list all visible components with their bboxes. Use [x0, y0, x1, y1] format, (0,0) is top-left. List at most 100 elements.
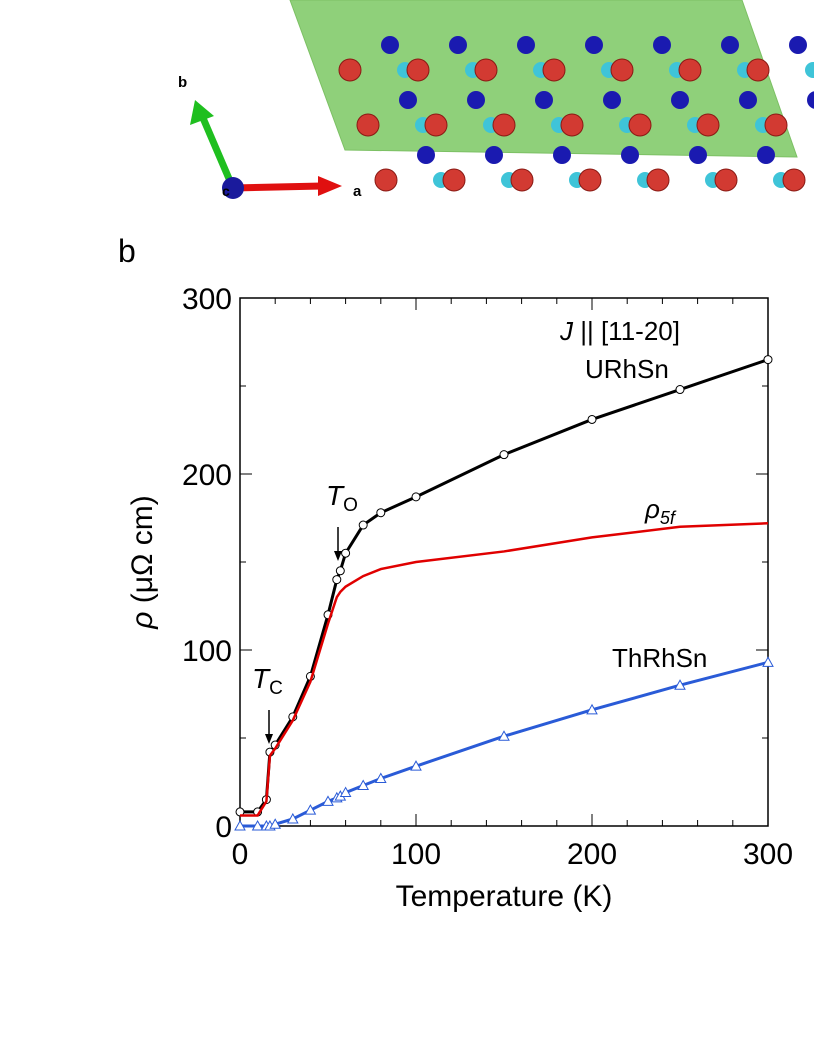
- atom-blue: [671, 91, 689, 109]
- atom-red: [610, 58, 634, 82]
- atom-red: [510, 168, 534, 192]
- atom-red: [338, 58, 362, 82]
- atom-red: [678, 58, 702, 82]
- atom-cyan: [805, 62, 814, 78]
- data-point: [587, 414, 597, 424]
- atom-blue: [449, 36, 467, 54]
- atom-red: [646, 168, 670, 192]
- atom-red: [578, 168, 602, 192]
- atom-red: [442, 168, 466, 192]
- data-point: [675, 385, 685, 395]
- atom-blue: [621, 146, 639, 164]
- series-line: [240, 358, 769, 814]
- data-point: [335, 566, 345, 576]
- data-point: [586, 703, 598, 715]
- data-point: [332, 575, 342, 585]
- atom-red: [356, 113, 380, 137]
- atom-blue: [517, 36, 535, 54]
- y-axis-unit: (μΩ cm): [126, 495, 159, 611]
- data-point: [358, 520, 368, 530]
- series-subscript: 5f: [660, 508, 677, 528]
- atom-blue: [467, 91, 485, 109]
- data-point: [674, 679, 686, 690]
- atom-red: [764, 113, 788, 137]
- data-point: [498, 730, 510, 741]
- data-point: [339, 786, 352, 798]
- data-point: [357, 779, 370, 791]
- x-tick-label: 300: [743, 838, 793, 871]
- series-line: [240, 522, 769, 817]
- atom-blue: [485, 146, 503, 164]
- y-tick-label: 200: [182, 459, 232, 492]
- axis-b-label: b: [178, 74, 187, 91]
- atom-red: [746, 58, 770, 82]
- data-point: [763, 355, 773, 365]
- atom-blue: [417, 146, 435, 164]
- x-axis-label: Temperature (K): [396, 880, 613, 913]
- current-direction: J || [11-20]: [559, 316, 680, 346]
- atom-red: [628, 113, 652, 137]
- transition-subscript: O: [343, 495, 358, 516]
- data-point: [234, 819, 246, 831]
- atom-blue: [585, 36, 603, 54]
- axis-a-label: a: [353, 183, 362, 200]
- transition-symbol: T: [252, 663, 271, 694]
- a-arrowhead: [318, 176, 342, 196]
- atom-blue: [653, 36, 671, 54]
- atom-blue: [603, 91, 621, 109]
- c-axis-end: [222, 177, 244, 199]
- transition-label: TC: [252, 663, 283, 699]
- transition-label: TO: [326, 480, 358, 516]
- x-tick-label: 0: [232, 838, 249, 871]
- data-point: [410, 760, 422, 771]
- axis-c-label: c: [222, 183, 230, 199]
- series-symbol: ρ: [644, 494, 660, 524]
- series-label: ThRhSn: [612, 643, 707, 673]
- data-point: [341, 548, 351, 558]
- data-point: [269, 818, 282, 829]
- panel-label: b: [118, 233, 136, 269]
- y-tick-label: 0: [215, 811, 232, 844]
- atom-blue: [399, 91, 417, 109]
- series-line: [240, 660, 769, 828]
- atom-red: [542, 58, 566, 82]
- data-point: [499, 450, 509, 460]
- arrow-head: [334, 551, 342, 561]
- atom-red: [374, 168, 398, 192]
- current-symbol: J: [559, 316, 574, 346]
- unit-cell-plane: [289, 0, 798, 158]
- atom-red: [492, 113, 516, 137]
- data-point: [251, 819, 264, 831]
- data-point: [374, 772, 387, 783]
- series-label: URhSn: [585, 354, 669, 384]
- transition-symbol: T: [326, 480, 345, 511]
- plot-frame: [239, 297, 769, 827]
- transition-subscript: C: [269, 678, 283, 699]
- atom-red: [406, 58, 430, 82]
- data-point: [286, 812, 299, 824]
- b-arrow: [199, 116, 237, 190]
- atom-red: [560, 113, 584, 137]
- atom-red: [714, 168, 738, 192]
- x-tick-label: 100: [391, 838, 441, 871]
- atom-blue: [553, 146, 571, 164]
- data-point: [411, 492, 421, 502]
- x-tick-label: 200: [567, 838, 617, 871]
- atom-blue: [381, 36, 399, 54]
- axis-triad: b a c: [178, 74, 362, 200]
- crystal-structure: [289, 0, 814, 192]
- b-arrowhead: [190, 100, 214, 125]
- a-arrow: [232, 182, 323, 192]
- y-tick-label: 300: [182, 283, 232, 316]
- atom-blue: [789, 36, 807, 54]
- current-text: || [11-20]: [573, 316, 680, 346]
- y-tick-label: 100: [182, 635, 232, 668]
- atom-blue: [807, 91, 814, 109]
- atom-blue: [535, 91, 553, 109]
- atom-red: [782, 168, 806, 192]
- atom-red: [424, 113, 448, 137]
- atom-blue: [739, 91, 757, 109]
- atom-red: [696, 113, 720, 137]
